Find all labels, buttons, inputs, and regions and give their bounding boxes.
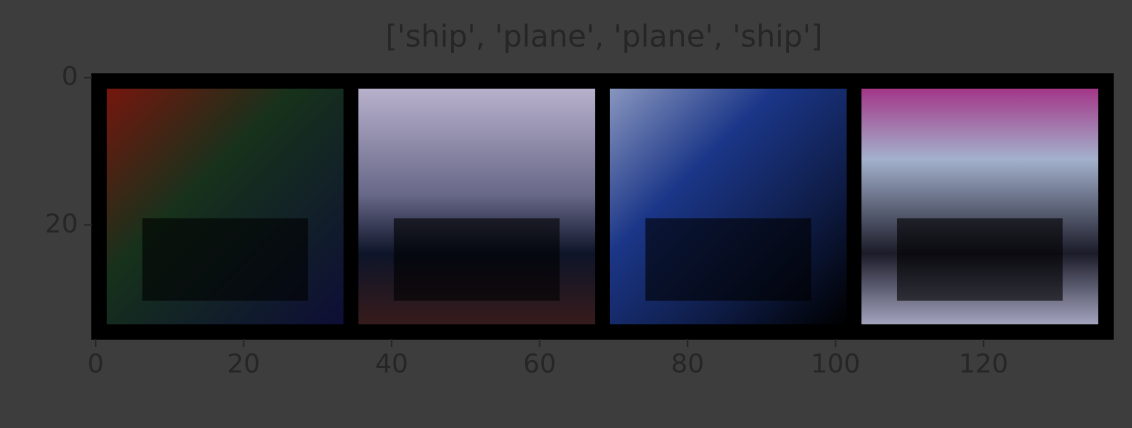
image-tile-shade bbox=[897, 218, 1063, 300]
image-tile-shade bbox=[394, 218, 560, 300]
y-tick-label: 20 bbox=[45, 209, 78, 239]
x-tick-label: 80 bbox=[671, 350, 704, 380]
x-tick-label: 100 bbox=[811, 350, 861, 380]
x-tick-label: 60 bbox=[523, 350, 556, 380]
x-tick-label: 20 bbox=[227, 350, 260, 380]
x-tick-label: 40 bbox=[375, 350, 408, 380]
x-tick-label: 0 bbox=[87, 350, 104, 380]
y-tick-label: 0 bbox=[61, 62, 78, 92]
axes: 0 20 40 60 80 100 120 0 20 bbox=[45, 62, 1113, 379]
figure: 0 20 40 60 80 100 120 0 20 ['ship', 'plane', 'pl… bbox=[0, 0, 1132, 428]
image-tile-shade bbox=[142, 218, 308, 300]
image-tile-shade bbox=[645, 218, 811, 300]
chart-title: ['ship', 'plane', 'plane', 'ship'] bbox=[385, 20, 822, 55]
x-tick-label: 120 bbox=[959, 350, 1009, 380]
